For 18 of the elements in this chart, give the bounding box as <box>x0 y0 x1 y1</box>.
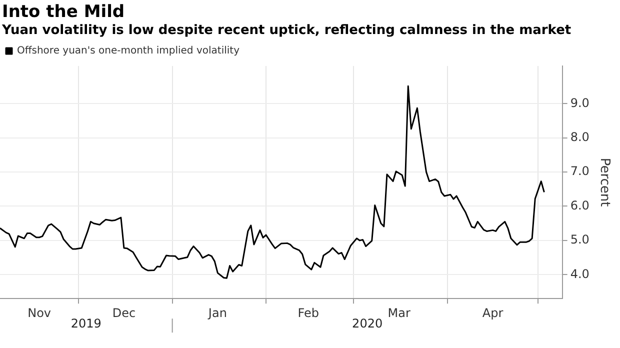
y-tick-label: 8.0 <box>570 130 590 144</box>
x-tick-label: Mar <box>388 306 410 320</box>
y-tick-label: 7.0 <box>570 164 590 178</box>
legend-label: Offshore yuan's one-month implied volatility <box>17 46 240 57</box>
x-tick-label: Jan <box>207 306 227 320</box>
text: 2020 <box>352 316 383 331</box>
y-tick-label: 9.0 <box>570 96 590 110</box>
chart-subtitle: Yuan volatility is low despite recent uptick, reflecting calmness in the market <box>2 22 572 40</box>
y-tick-label: 5.0 <box>570 232 590 247</box>
text: 2019 <box>70 316 102 331</box>
x-tick-label: Nov <box>28 306 52 320</box>
y-tick-label: 4.0 <box>570 266 590 281</box>
x-tick-label: Dec <box>112 306 136 320</box>
y-tick-label: 6.0 <box>570 198 590 212</box>
y-axis-title: Percent <box>596 158 612 207</box>
chart-title: Into the Mild <box>2 2 126 22</box>
x-tick-label: Feb <box>298 306 319 320</box>
x-tick-label: Apr <box>482 306 504 320</box>
